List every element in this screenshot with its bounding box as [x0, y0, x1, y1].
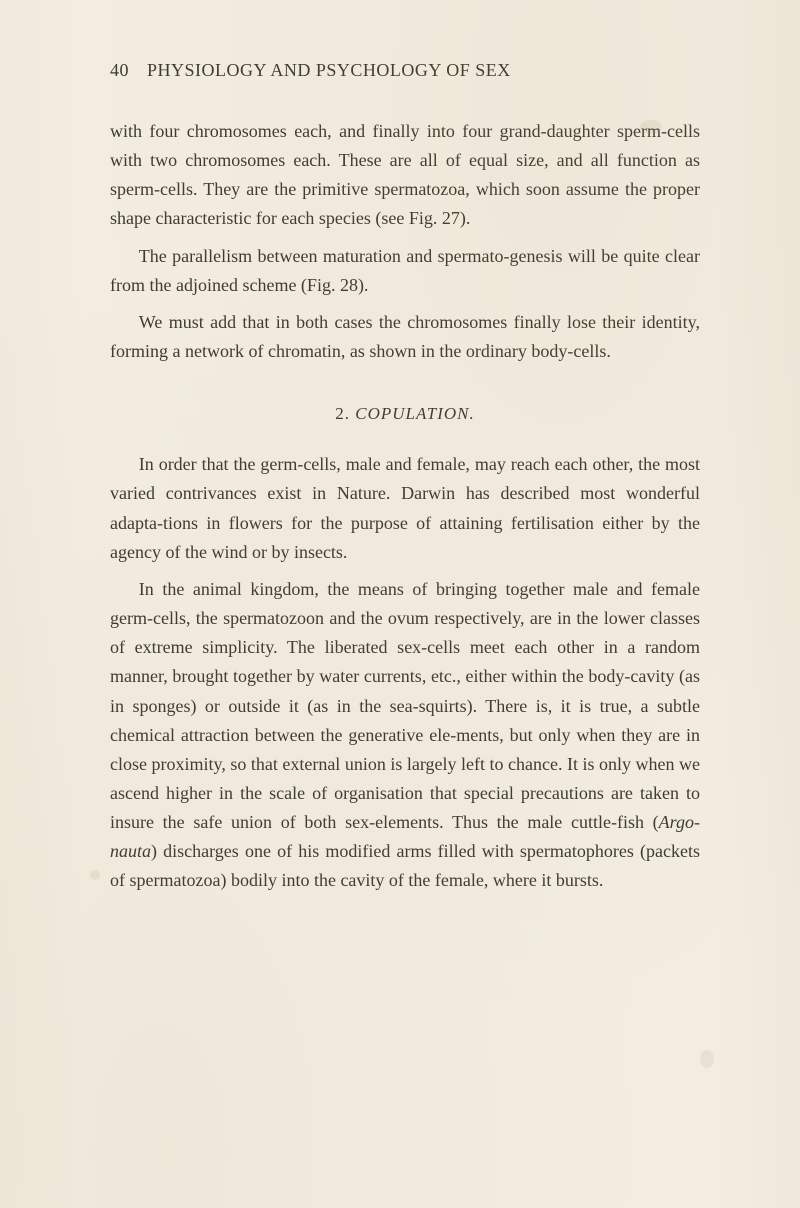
body-paragraph: In order that the germ-cells, male and f… [110, 450, 700, 567]
body-paragraph: with four chromosomes each, and finally … [110, 117, 700, 234]
foxing-spot [700, 1050, 714, 1068]
paragraph-text: In the animal kingdom, the means of brin… [110, 579, 700, 832]
scanned-page: 40 PHYSIOLOGY AND PSYCHOLOGY OF SEX with… [0, 0, 800, 1208]
body-paragraph: In the animal kingdom, the means of brin… [110, 575, 700, 896]
running-title: PHYSIOLOGY AND PSYCHOLOGY OF SEX [147, 60, 511, 81]
paragraph-text: ) discharges one of his modified arms fi… [110, 841, 700, 890]
body-paragraph: We must add that in both cases the chrom… [110, 308, 700, 366]
foxing-spot [90, 870, 100, 880]
section-number: 2. [335, 404, 350, 423]
foxing-spot [640, 120, 662, 134]
running-head: 40 PHYSIOLOGY AND PSYCHOLOGY OF SEX [110, 60, 700, 81]
section-heading: 2. COPULATION. [110, 404, 700, 424]
section-title: COPULATION. [355, 404, 474, 423]
body-paragraph: The parallelism between maturation and s… [110, 242, 700, 300]
page-number: 40 [110, 60, 129, 81]
